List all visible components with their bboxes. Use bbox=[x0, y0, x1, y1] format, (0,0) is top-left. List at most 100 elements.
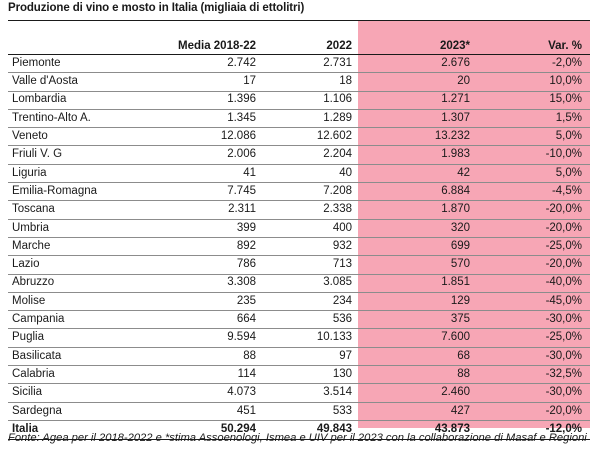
table-row: Puglia 9.594 10.133 7.600 -25,0% bbox=[8, 328, 590, 348]
row-variation: -30,0% bbox=[478, 310, 590, 330]
table-row: Lazio 786 713 570 -20,0% bbox=[8, 255, 590, 275]
row-2022: 2.204 bbox=[258, 145, 358, 165]
table-row: Toscana 2.311 2.338 1.870 -20,0% bbox=[8, 200, 590, 220]
row-2023: 375 bbox=[358, 310, 478, 330]
row-2023: 13.232 bbox=[358, 127, 478, 147]
header-media: Media 2018-22 bbox=[118, 38, 258, 55]
row-region: Sardegna bbox=[8, 402, 118, 421]
row-2023: 2.460 bbox=[358, 383, 478, 403]
header-2023: 2023* bbox=[358, 38, 478, 55]
table-row: Trentino-Alto A. 1.345 1.289 1.307 1,5% bbox=[8, 109, 590, 129]
row-region: Liguria bbox=[8, 164, 118, 184]
row-media: 9.594 bbox=[118, 328, 258, 348]
row-variation: -45,0% bbox=[478, 292, 590, 312]
row-2022: 713 bbox=[258, 255, 358, 275]
row-2023: 20 bbox=[358, 72, 478, 92]
row-variation: -20,0% bbox=[478, 255, 590, 275]
row-variation: -30,0% bbox=[478, 383, 590, 403]
table-row: Sardegna 451 533 427 -20,0% bbox=[8, 402, 590, 421]
row-2022: 1.289 bbox=[258, 109, 358, 129]
row-2022: 932 bbox=[258, 237, 358, 257]
row-2023: 7.600 bbox=[358, 328, 478, 348]
row-variation: -20,0% bbox=[478, 402, 590, 421]
header-variation: Var. % bbox=[478, 38, 590, 55]
row-region: Abruzzo bbox=[8, 274, 118, 293]
row-2022: 400 bbox=[258, 219, 358, 238]
row-region: Umbria bbox=[8, 219, 118, 238]
row-region: Sicilia bbox=[8, 383, 118, 403]
row-2023: 88 bbox=[358, 365, 478, 385]
row-variation: -40,0% bbox=[478, 274, 590, 293]
row-variation: 5,0% bbox=[478, 164, 590, 184]
table-row: Emilia-Romagna 7.745 7.208 6.884 -4,5% bbox=[8, 182, 590, 202]
row-media: 88 bbox=[118, 347, 258, 367]
row-media: 114 bbox=[118, 365, 258, 385]
row-2023: 1.271 bbox=[358, 91, 478, 110]
row-2022: 3.085 bbox=[258, 274, 358, 293]
row-2023: 6.884 bbox=[358, 182, 478, 202]
table-row: Sicilia 4.073 3.514 2.460 -30,0% bbox=[8, 383, 590, 403]
row-2022: 97 bbox=[258, 347, 358, 367]
header-row: Media 2018-22 2022 2023* Var. % bbox=[8, 38, 590, 55]
row-media: 2.311 bbox=[118, 200, 258, 220]
table-row: Marche 892 932 699 -25,0% bbox=[8, 237, 590, 257]
row-2022: 12.602 bbox=[258, 127, 358, 147]
table-row: Basilicata 88 97 68 -30,0% bbox=[8, 347, 590, 367]
table-row: Liguria 41 40 42 5,0% bbox=[8, 164, 590, 184]
table-row: Molise 235 234 129 -45,0% bbox=[8, 292, 590, 312]
row-2023: 2.676 bbox=[358, 54, 478, 74]
row-2023: 1.851 bbox=[358, 274, 478, 293]
row-media: 4.073 bbox=[118, 383, 258, 403]
row-2022: 2.338 bbox=[258, 200, 358, 220]
row-variation: 10,0% bbox=[478, 72, 590, 92]
row-region: Molise bbox=[8, 292, 118, 312]
row-media: 235 bbox=[118, 292, 258, 312]
row-2023: 42 bbox=[358, 164, 478, 184]
row-2022: 2.731 bbox=[258, 54, 358, 74]
row-media: 7.745 bbox=[118, 182, 258, 202]
row-region: Friuli V. G bbox=[8, 145, 118, 165]
row-media: 3.308 bbox=[118, 274, 258, 293]
row-2023: 68 bbox=[358, 347, 478, 367]
table-body: Piemonte 2.742 2.731 2.676 -2,0% Valle d'Aost… bbox=[8, 54, 590, 421]
row-media: 17 bbox=[118, 72, 258, 92]
row-2023: 570 bbox=[358, 255, 478, 275]
row-2022: 18 bbox=[258, 72, 358, 92]
row-region: Basilicata bbox=[8, 347, 118, 367]
table-row: Valle d'Aosta 17 18 20 10,0% bbox=[8, 72, 590, 92]
row-2023: 320 bbox=[358, 219, 478, 238]
row-media: 1.396 bbox=[118, 91, 258, 110]
row-variation: 15,0% bbox=[478, 91, 590, 110]
row-region: Toscana bbox=[8, 200, 118, 220]
row-region: Campania bbox=[8, 310, 118, 330]
total-variation: -12,0% bbox=[478, 419, 590, 440]
row-variation: -25,0% bbox=[478, 237, 590, 257]
row-2022: 7.208 bbox=[258, 182, 358, 202]
row-variation: -2,0% bbox=[478, 54, 590, 74]
row-variation: -30,0% bbox=[478, 347, 590, 367]
row-media: 41 bbox=[118, 164, 258, 184]
row-2022: 40 bbox=[258, 164, 358, 184]
table-row: Lombardia 1.396 1.106 1.271 15,0% bbox=[8, 91, 590, 110]
row-media: 2.742 bbox=[118, 54, 258, 74]
row-2022: 130 bbox=[258, 365, 358, 385]
row-media: 451 bbox=[118, 402, 258, 421]
row-2023: 1.983 bbox=[358, 145, 478, 165]
row-region: Marche bbox=[8, 237, 118, 257]
table-row: Piemonte 2.742 2.731 2.676 -2,0% bbox=[8, 54, 590, 74]
total-row: Italia 50.294 49.843 43.873 -12,0% bbox=[8, 419, 590, 440]
row-media: 12.086 bbox=[118, 127, 258, 147]
row-region: Trentino-Alto A. bbox=[8, 109, 118, 129]
row-2023: 699 bbox=[358, 237, 478, 257]
row-2022: 533 bbox=[258, 402, 358, 421]
row-media: 1.345 bbox=[118, 109, 258, 129]
total-2022: 49.843 bbox=[258, 419, 358, 440]
table-row: Veneto 12.086 12.602 13.232 5,0% bbox=[8, 127, 590, 147]
total-2023: 43.873 bbox=[358, 419, 478, 440]
source-footnote: Fonte: Agea per il 2018-2022 e *stima As… bbox=[8, 432, 587, 444]
row-2023: 1.307 bbox=[358, 109, 478, 129]
row-media: 664 bbox=[118, 310, 258, 330]
table-row: Friuli V. G 2.006 2.204 1.983 -10,0% bbox=[8, 145, 590, 165]
row-2023: 1.870 bbox=[358, 200, 478, 220]
row-media: 2.006 bbox=[118, 145, 258, 165]
